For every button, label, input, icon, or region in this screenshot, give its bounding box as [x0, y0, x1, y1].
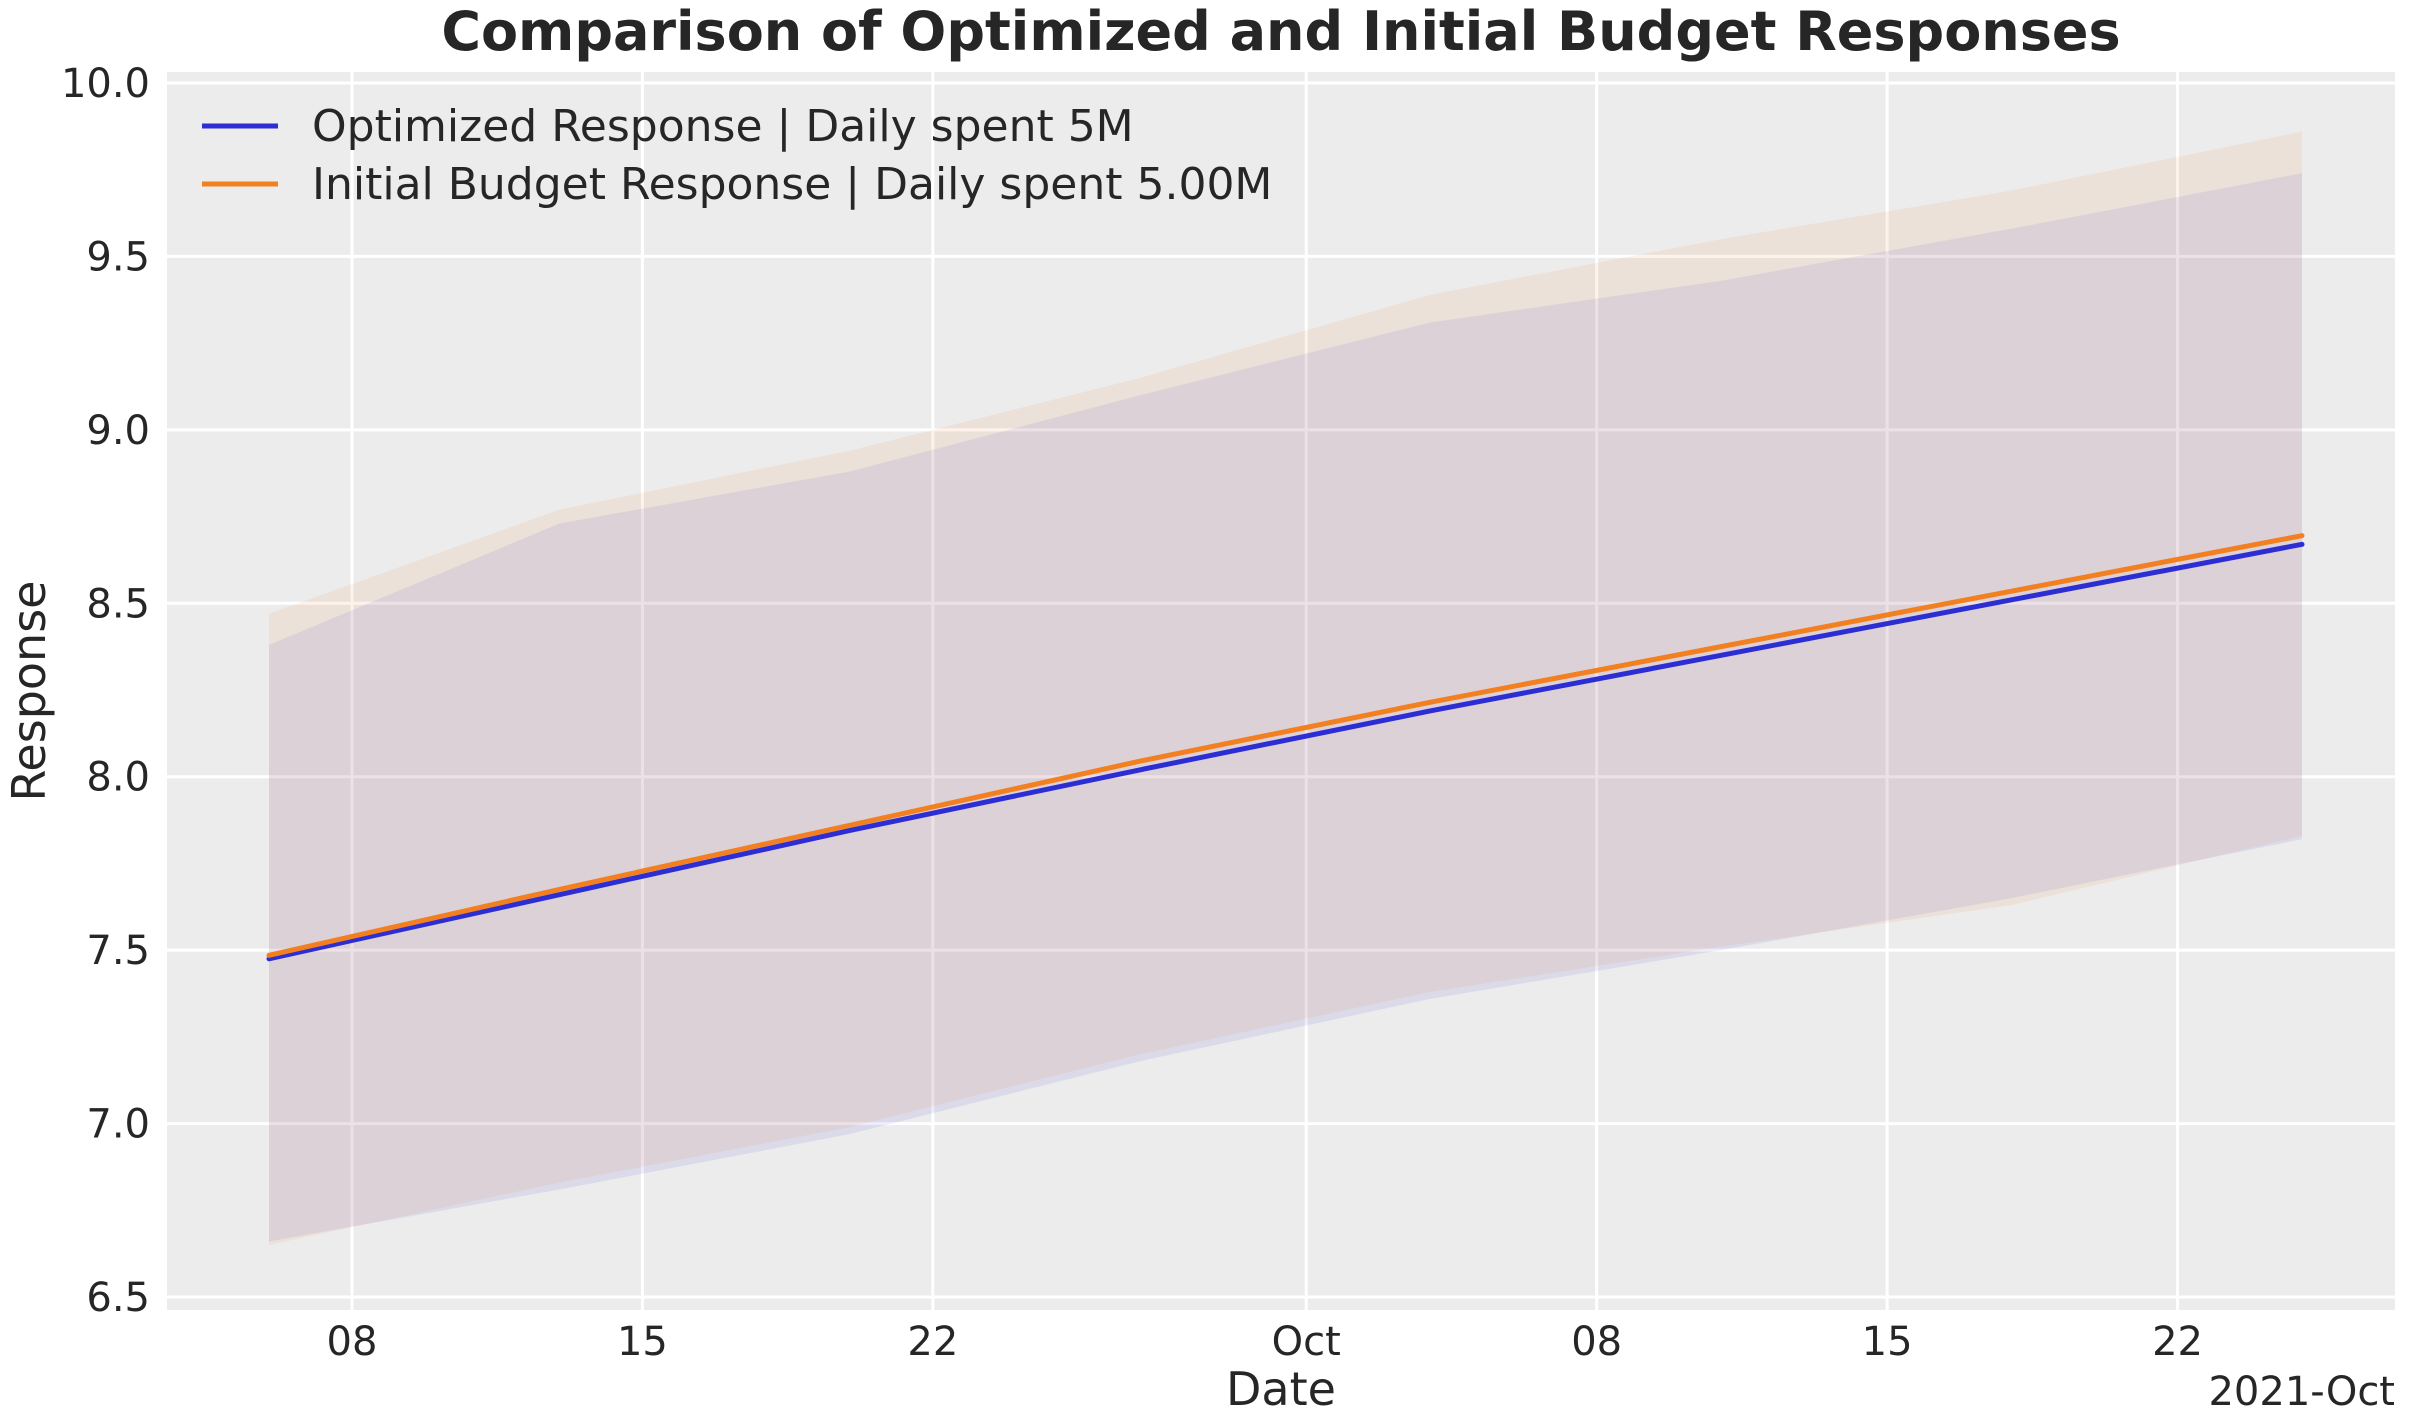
initial-response-line: [266, 533, 2305, 958]
legend: Optimized Response | Daily spent 5M Init…: [202, 101, 1272, 210]
legend-label-initial: Initial Budget Response | Daily spent 5.…: [312, 159, 1272, 210]
x-axis-label: Date: [1226, 1362, 1336, 1416]
y-axis-label: Response: [2, 581, 56, 802]
y-tick-label: 8.0: [86, 755, 150, 801]
x-tick-label: 08: [327, 1319, 378, 1365]
y-tick-label: 6.5: [86, 1275, 150, 1321]
x-axis-offset-label: 2021-Oct: [2208, 1369, 2395, 1415]
x-tick-label: Oct: [1272, 1319, 1341, 1365]
y-tick-label: 8.5: [86, 581, 150, 627]
y-tick-label: 10.0: [61, 61, 150, 107]
legend-item-optimized: Optimized Response | Daily spent 5M: [202, 101, 1134, 152]
y-tick-label: 7.5: [86, 928, 150, 974]
plot-area: [167, 72, 2395, 1310]
legend-item-initial: Initial Budget Response | Daily spent 5.…: [202, 159, 1272, 210]
y-tick-label: 9.5: [86, 234, 150, 280]
confidence-bands: [269, 131, 2302, 1245]
optimized-response-line: [266, 541, 2305, 962]
x-tick-label: 15: [1862, 1319, 1913, 1365]
x-tick-label: 08: [1571, 1319, 1622, 1365]
series-lines: [266, 533, 2305, 962]
y-tick-label: 7.0: [86, 1102, 150, 1148]
x-tick-label: 15: [617, 1319, 668, 1365]
x-tick-label: 22: [2152, 1319, 2203, 1365]
optimized-confidence-band: [269, 173, 2302, 1242]
x-tick-label: 22: [907, 1319, 958, 1365]
y-tick-label: 9.0: [86, 408, 150, 454]
legend-label-optimized: Optimized Response | Daily spent 5M: [312, 101, 1134, 152]
initial-confidence-band: [269, 131, 2302, 1245]
tick-labels: 08 15 22 Oct 08 15 22 6.5 7.0 7.5 8.0 8.5 9.0 9.5 10.0: [61, 61, 2203, 1365]
chart-title: Comparison of Optimized and Initial Budg…: [441, 0, 2120, 63]
grid-layer: [167, 72, 2395, 1310]
